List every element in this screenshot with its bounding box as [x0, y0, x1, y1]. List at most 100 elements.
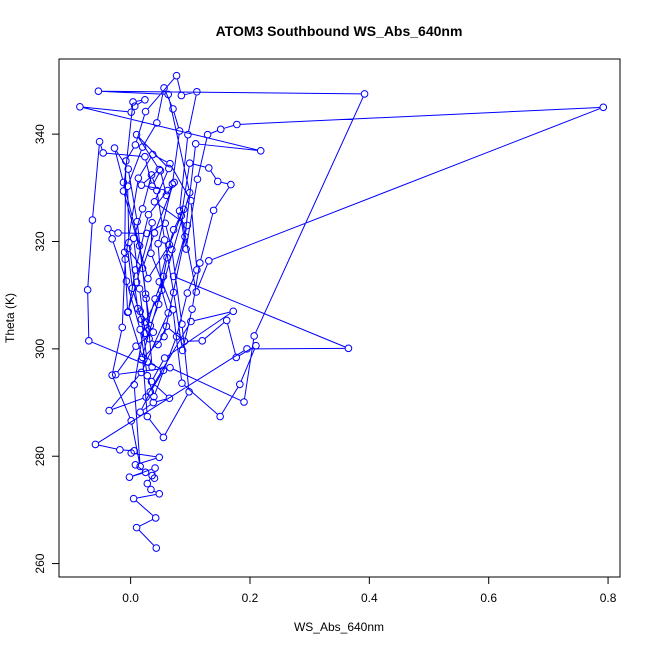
data-point	[137, 355, 146, 364]
data-point	[185, 159, 194, 167]
data-point	[137, 181, 146, 189]
data-point	[95, 137, 104, 146]
data-point	[125, 238, 133, 247]
data-point	[124, 165, 133, 173]
data-point	[240, 398, 248, 406]
data-point	[204, 257, 213, 265]
data-point	[236, 380, 244, 389]
data-point	[156, 166, 165, 175]
x-tick-label: 0.8	[600, 591, 617, 605]
data-point	[143, 412, 152, 421]
data-point	[159, 433, 168, 442]
data-point	[177, 91, 186, 100]
data-point	[123, 244, 132, 253]
data-point	[181, 232, 189, 241]
data-point	[153, 186, 161, 195]
data-point	[153, 119, 161, 127]
y-tick-label: 320	[33, 231, 47, 251]
data-point	[196, 259, 204, 267]
data-point	[125, 473, 134, 481]
data-point	[143, 479, 152, 488]
data-point	[166, 159, 174, 168]
data-point	[122, 157, 130, 165]
data-point	[187, 196, 195, 205]
data-point	[129, 494, 138, 503]
data-point	[134, 174, 143, 182]
data-point	[160, 84, 168, 92]
y-axis-label: Theta (K)	[3, 293, 17, 343]
data-point	[118, 323, 127, 332]
data-point	[160, 236, 169, 244]
data-point	[203, 130, 212, 139]
data-point	[135, 284, 144, 293]
data-point	[233, 120, 241, 129]
x-tick-label: 0.2	[242, 591, 259, 605]
data-point	[154, 239, 162, 248]
data-point	[169, 225, 178, 234]
data-point	[142, 229, 151, 238]
x-tick-label: 0.0	[122, 591, 139, 605]
data-point	[147, 249, 155, 258]
data-point	[144, 274, 152, 283]
data-point	[136, 325, 144, 334]
x-axis: 0.0 0.2 0.4 0.6 0.8	[122, 576, 617, 605]
data-point	[148, 182, 156, 191]
data-point	[243, 345, 251, 353]
data-point	[157, 286, 166, 295]
data-point	[151, 295, 159, 303]
y-axis: 260 280 300 320 340	[33, 124, 60, 574]
data-point	[148, 218, 156, 227]
data-point	[192, 288, 201, 296]
data-point	[182, 245, 190, 253]
data-point	[169, 305, 177, 314]
data-point	[216, 412, 224, 421]
data-point	[191, 140, 200, 148]
data-point	[138, 264, 147, 273]
data-point	[131, 141, 140, 149]
data-point	[160, 332, 168, 341]
data-point	[143, 371, 152, 380]
data-point	[222, 316, 231, 325]
data-point	[170, 178, 178, 187]
data-point	[168, 180, 177, 188]
data-point	[133, 304, 142, 313]
data-point	[141, 468, 150, 477]
data-point	[250, 332, 258, 340]
data-point	[132, 278, 141, 287]
data-point	[83, 286, 92, 294]
data-point	[119, 178, 128, 187]
y-tick-label: 300	[33, 339, 47, 359]
data-point	[360, 90, 369, 98]
data-point	[141, 152, 149, 161]
data-point	[138, 204, 147, 213]
data-point	[110, 144, 119, 152]
data-point	[185, 388, 193, 396]
data-point	[148, 150, 157, 159]
data-point	[159, 272, 168, 281]
x-tick-label: 0.6	[480, 591, 497, 605]
data-point	[132, 342, 140, 350]
data-point	[204, 164, 213, 172]
data-point	[179, 205, 188, 214]
x-axis-label: WS_Abs_640nm	[294, 620, 384, 634]
data-point	[149, 398, 158, 407]
data-point	[150, 229, 159, 237]
data-point	[141, 107, 150, 116]
data-point	[94, 87, 103, 96]
data-point	[161, 219, 170, 228]
data-point	[175, 207, 184, 215]
data-point	[183, 221, 192, 230]
data-point	[132, 523, 141, 532]
data-point	[147, 377, 156, 386]
data-point	[141, 290, 150, 298]
data-point	[144, 210, 153, 219]
y-tick-label: 340	[33, 124, 47, 144]
data-point	[88, 216, 97, 224]
data-point	[146, 388, 155, 396]
data-point	[129, 98, 137, 106]
data-point	[599, 103, 608, 112]
data-point	[114, 229, 122, 237]
y-tick-label: 260	[33, 553, 47, 573]
data-point	[104, 224, 112, 233]
data-point	[155, 453, 164, 462]
